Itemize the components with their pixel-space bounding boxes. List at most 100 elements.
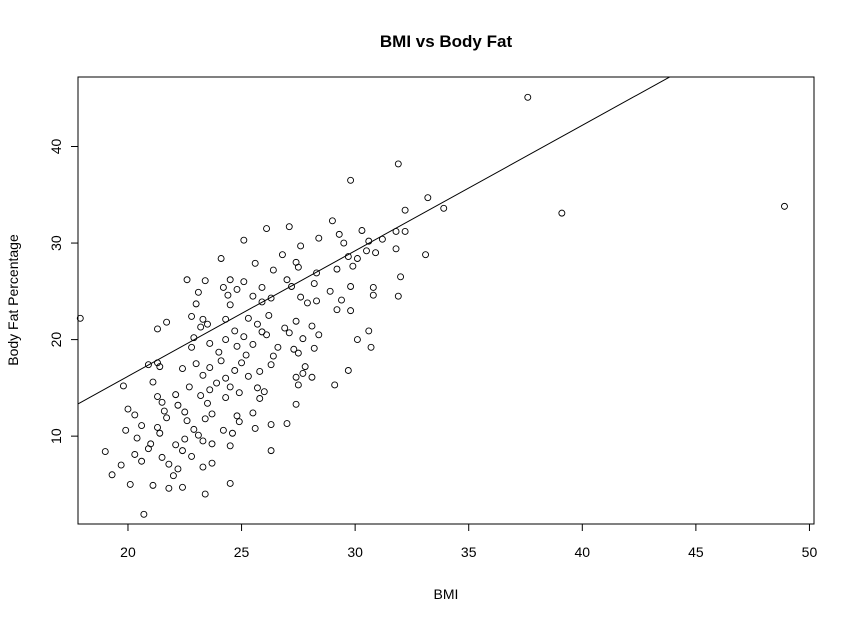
data-point bbox=[394, 160, 402, 168]
data-point bbox=[256, 395, 264, 402]
data-point bbox=[233, 342, 241, 350]
data-point bbox=[267, 447, 275, 455]
data-point bbox=[144, 445, 152, 453]
data-point bbox=[229, 429, 236, 437]
data-point bbox=[206, 364, 214, 372]
data-point bbox=[194, 431, 202, 439]
data-point bbox=[154, 424, 161, 431]
data-point bbox=[117, 461, 125, 469]
data-point bbox=[297, 293, 305, 301]
regression-line-group bbox=[78, 77, 671, 405]
data-point bbox=[558, 209, 566, 217]
data-point bbox=[372, 249, 380, 257]
data-point bbox=[254, 320, 261, 328]
data-point bbox=[326, 287, 334, 295]
data-point bbox=[201, 490, 209, 498]
data-point bbox=[172, 391, 180, 399]
data-point bbox=[397, 273, 405, 281]
data-point bbox=[156, 363, 164, 371]
data-point bbox=[269, 352, 277, 360]
data-point bbox=[215, 348, 223, 356]
data-point bbox=[158, 453, 166, 461]
data-point bbox=[172, 441, 180, 449]
data-point bbox=[226, 480, 234, 487]
x-tick-label: 45 bbox=[688, 544, 704, 560]
y-axis: 10 20 30 40 bbox=[48, 139, 78, 444]
data-point bbox=[226, 442, 234, 450]
data-point bbox=[231, 367, 239, 374]
data-point bbox=[401, 206, 409, 214]
y-tick-label: 20 bbox=[48, 332, 64, 348]
data-point bbox=[315, 331, 323, 339]
data-point bbox=[358, 227, 366, 234]
data-point bbox=[335, 230, 343, 238]
data-point bbox=[233, 285, 241, 293]
data-point bbox=[263, 331, 270, 339]
data-point bbox=[369, 284, 377, 291]
data-point bbox=[315, 234, 323, 242]
data-point bbox=[213, 379, 221, 387]
data-point bbox=[208, 410, 216, 418]
data-point bbox=[283, 276, 291, 284]
data-point bbox=[192, 360, 200, 368]
data-point bbox=[160, 407, 168, 415]
data-point bbox=[188, 312, 196, 320]
data-point bbox=[313, 269, 320, 277]
data-point bbox=[240, 333, 248, 341]
data-point bbox=[183, 417, 191, 425]
data-point bbox=[240, 278, 248, 286]
data-point bbox=[131, 411, 139, 419]
data-point bbox=[267, 421, 275, 429]
data-point bbox=[190, 425, 198, 433]
data-point bbox=[156, 429, 164, 437]
data-point bbox=[369, 291, 377, 299]
data-point bbox=[222, 336, 230, 344]
data-point bbox=[204, 399, 211, 407]
x-tick-label: 20 bbox=[120, 544, 136, 560]
data-point bbox=[292, 317, 300, 325]
data-point bbox=[340, 239, 348, 247]
data-point bbox=[154, 325, 161, 333]
data-point bbox=[131, 451, 139, 458]
data-point bbox=[328, 217, 336, 225]
data-point bbox=[263, 225, 270, 233]
data-point bbox=[181, 408, 189, 416]
data-point bbox=[265, 312, 273, 319]
data-point bbox=[199, 463, 207, 471]
data-point bbox=[310, 344, 318, 352]
data-point bbox=[333, 265, 341, 273]
data-point bbox=[194, 288, 202, 296]
data-point bbox=[181, 435, 189, 443]
data-point bbox=[333, 306, 341, 314]
data-point bbox=[267, 294, 275, 302]
data-point bbox=[122, 426, 130, 434]
data-point bbox=[138, 457, 146, 465]
data-point bbox=[163, 318, 171, 326]
data-point bbox=[249, 340, 257, 348]
data-point bbox=[349, 262, 357, 270]
data-point bbox=[169, 472, 177, 480]
data-point bbox=[258, 298, 266, 306]
x-tick-label: 25 bbox=[234, 544, 250, 560]
data-point bbox=[338, 296, 345, 304]
data-point bbox=[174, 465, 182, 473]
data-point bbox=[185, 383, 193, 391]
chart-title: BMI vs Body Fat bbox=[380, 32, 513, 51]
data-point bbox=[367, 343, 375, 351]
data-point bbox=[267, 361, 275, 369]
data-point bbox=[251, 259, 259, 267]
data-point bbox=[294, 349, 302, 357]
data-point bbox=[138, 422, 146, 429]
data-point bbox=[165, 460, 173, 468]
data-point bbox=[285, 223, 293, 231]
data-point bbox=[281, 324, 289, 332]
data-point bbox=[249, 292, 257, 300]
data-point bbox=[219, 426, 227, 434]
data-point bbox=[201, 415, 209, 423]
data-point bbox=[199, 371, 207, 379]
data-point bbox=[347, 307, 355, 315]
data-point bbox=[163, 414, 171, 422]
data-point bbox=[308, 322, 316, 330]
data-point bbox=[256, 368, 264, 375]
data-point bbox=[258, 284, 266, 291]
